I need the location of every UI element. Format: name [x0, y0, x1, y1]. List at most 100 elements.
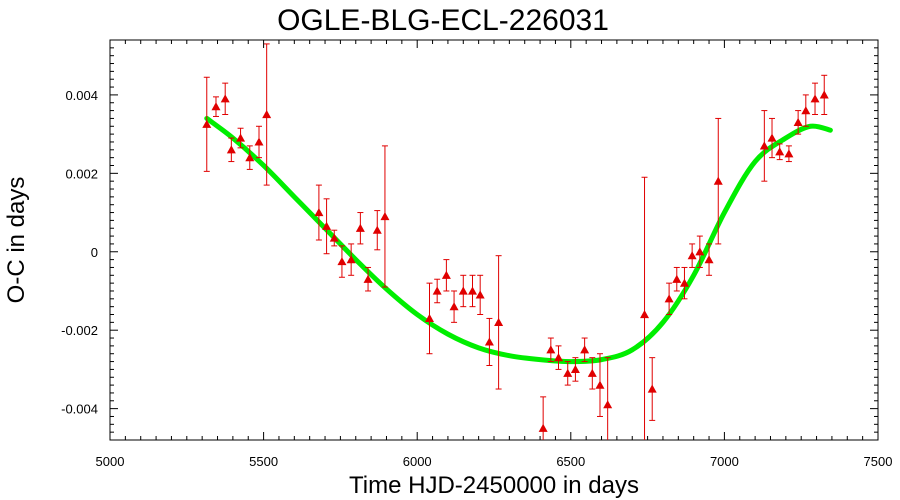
triangle-marker — [759, 141, 769, 150]
data-point — [494, 255, 504, 390]
data-point — [704, 243, 714, 276]
triangle-marker — [704, 255, 714, 264]
triangle-marker — [467, 286, 477, 295]
triangle-marker — [449, 302, 459, 311]
triangle-marker — [220, 94, 230, 103]
x-tick-label: 6000 — [403, 454, 432, 469]
triangle-marker — [554, 353, 564, 362]
data-point — [767, 117, 777, 159]
triangle-marker — [458, 286, 468, 295]
triangle-marker — [236, 133, 246, 142]
axis-ticks-layer: 5000 5500 6000 6500 7000 7500 -0.004 -0.002 0 0.0… — [61, 39, 893, 469]
data-point — [441, 259, 451, 292]
data-points-layer — [202, 43, 829, 440]
triangle-marker — [484, 337, 494, 346]
data-point — [236, 127, 246, 149]
triangle-marker — [432, 286, 442, 295]
triangle-marker — [801, 106, 811, 115]
triangle-marker — [563, 368, 573, 377]
x-tick-label: 7500 — [864, 454, 893, 469]
data-point — [570, 357, 580, 382]
triangle-marker — [211, 102, 221, 111]
triangle-marker — [664, 294, 674, 303]
triangle-marker — [603, 400, 613, 409]
data-point — [664, 282, 674, 316]
data-point — [538, 396, 548, 440]
triangle-marker — [538, 423, 548, 432]
triangle-marker — [314, 208, 324, 217]
triangle-marker — [595, 380, 605, 389]
triangle-marker — [679, 278, 689, 287]
triangle-marker — [262, 110, 272, 119]
triangle-marker — [494, 317, 504, 326]
triangle-marker — [640, 310, 650, 319]
data-point — [245, 145, 255, 170]
triangle-marker — [254, 137, 264, 146]
data-point — [322, 198, 332, 255]
y-axis-label: O-C in days — [3, 177, 30, 304]
data-point — [254, 125, 264, 159]
triangle-marker — [767, 133, 777, 142]
triangle-marker — [546, 345, 556, 354]
data-point — [226, 137, 236, 163]
y-tick-label: -0.004 — [61, 402, 98, 417]
y-tick-label: 0.004 — [65, 88, 98, 103]
x-tick-label: 5000 — [96, 454, 125, 469]
data-point — [449, 290, 459, 323]
triangle-marker — [245, 153, 255, 162]
data-point — [759, 110, 769, 182]
triangle-marker — [695, 247, 705, 256]
data-point — [695, 235, 705, 268]
triangle-marker — [647, 384, 657, 393]
data-point — [603, 357, 613, 440]
data-point — [784, 145, 794, 163]
triangle-marker — [784, 149, 794, 158]
triangle-marker — [329, 233, 339, 242]
data-point — [775, 143, 785, 161]
data-point — [713, 117, 723, 245]
triangle-marker — [793, 117, 803, 126]
triangle-marker — [570, 364, 580, 374]
triangle-marker — [380, 211, 390, 221]
y-tick-label: 0.002 — [65, 166, 98, 181]
triangle-marker — [672, 274, 682, 283]
data-point — [484, 317, 494, 366]
triangle-marker — [580, 345, 590, 354]
triangle-marker — [226, 145, 236, 154]
data-point — [337, 245, 347, 278]
data-point — [458, 274, 468, 308]
x-tick-label: 7000 — [710, 454, 739, 469]
data-point — [346, 243, 356, 276]
triangle-marker — [202, 119, 212, 128]
fit-curve — [204, 115, 833, 365]
data-point — [329, 229, 339, 247]
data-point — [672, 266, 682, 292]
data-point — [587, 357, 597, 390]
triangle-marker — [424, 313, 434, 323]
fit-curve-layer — [204, 115, 833, 365]
data-point — [580, 337, 590, 363]
triangle-marker — [441, 270, 451, 279]
data-point — [640, 176, 650, 440]
triangle-marker — [687, 251, 697, 260]
data-point — [314, 184, 324, 241]
y-tick-label: 0 — [91, 245, 98, 260]
data-point — [355, 212, 365, 245]
data-point — [363, 266, 373, 292]
data-point — [687, 243, 697, 268]
triangle-marker — [363, 274, 373, 283]
data-point — [679, 266, 689, 300]
data-point — [467, 274, 477, 308]
x-axis-label: Time HJD-2450000 in days — [349, 472, 639, 499]
x-tick-label: 6500 — [556, 454, 585, 469]
data-point — [810, 82, 820, 116]
triangle-marker — [322, 221, 332, 230]
data-point — [793, 110, 803, 135]
data-point — [647, 357, 657, 421]
data-point — [424, 282, 434, 355]
triangle-marker — [355, 223, 365, 232]
data-point — [380, 145, 390, 288]
triangle-marker — [475, 290, 485, 299]
data-point — [554, 345, 564, 370]
